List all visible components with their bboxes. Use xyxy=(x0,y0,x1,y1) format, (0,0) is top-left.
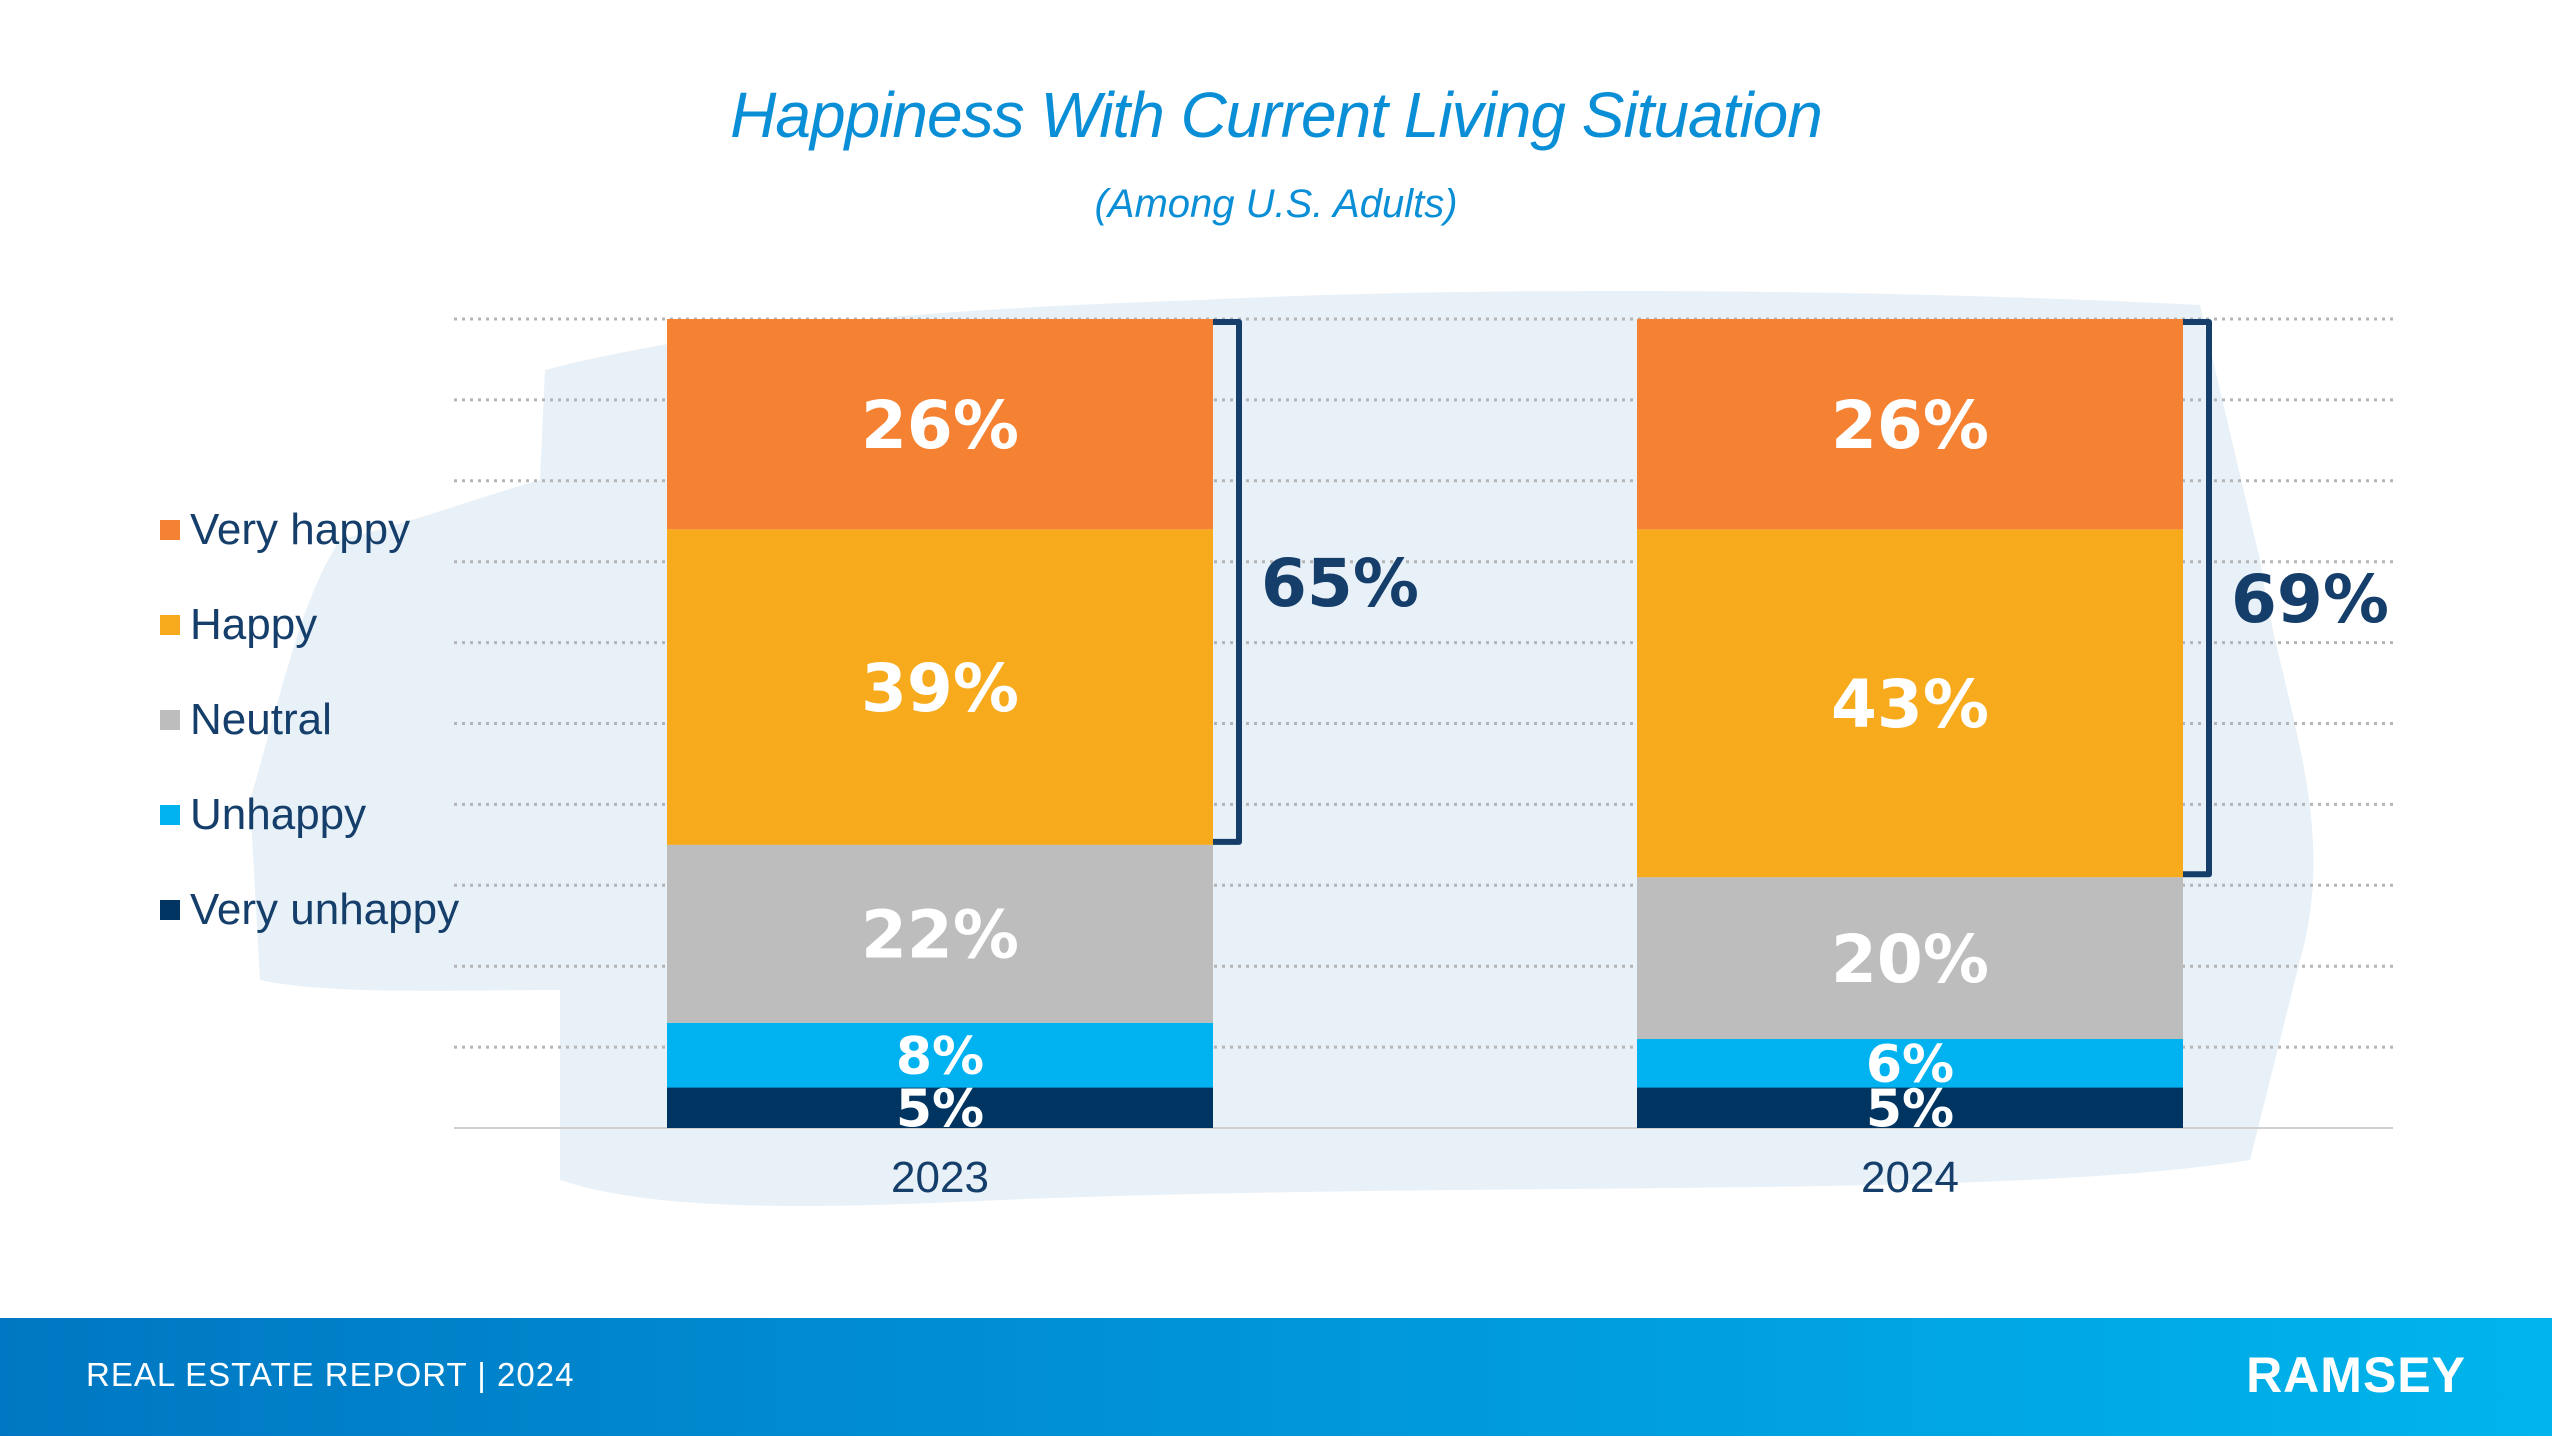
legend-item-unhappy: Unhappy xyxy=(160,785,366,845)
bar-segment-unhappy xyxy=(1637,1039,2183,1088)
bar-segment-very-unhappy xyxy=(667,1087,1213,1128)
bracket-total-label: 69% xyxy=(2231,561,2389,638)
footer-band xyxy=(0,1318,2552,1436)
legend-item-very-unhappy: Very unhappy xyxy=(160,880,459,940)
data-label: 26% xyxy=(861,387,1019,464)
footer-report-label: REAL ESTATE REPORT | 2024 xyxy=(86,1356,575,1393)
data-label: 5% xyxy=(1866,1079,1954,1139)
bracket-total-label: 65% xyxy=(1261,545,1419,622)
bar-segment-very-unhappy xyxy=(1637,1087,2183,1128)
legend-swatch xyxy=(160,520,180,540)
legend-label: Neutral xyxy=(190,695,332,744)
ramsey-logo: RAMSEY xyxy=(2246,1347,2466,1403)
bar-segment-happy xyxy=(667,529,1213,845)
data-label: 20% xyxy=(1831,921,1989,998)
bar-segment-neutral xyxy=(667,844,1213,1023)
legend-label: Very happy xyxy=(190,505,411,554)
bar-segment-very-happy xyxy=(1637,319,2183,530)
legend-item-neutral: Neutral xyxy=(160,690,332,750)
bracket xyxy=(2183,319,2212,878)
bar-segment-very-happy xyxy=(667,319,1213,530)
legend-label: Unhappy xyxy=(190,790,367,839)
bar-segment-unhappy xyxy=(667,1022,1213,1088)
data-label: 8% xyxy=(896,1027,984,1087)
bar-segment-neutral xyxy=(1637,877,2183,1040)
legend-swatch xyxy=(160,805,180,825)
data-label: 5% xyxy=(896,1079,984,1139)
data-label: 6% xyxy=(1866,1035,1954,1095)
bracket xyxy=(1213,319,1242,845)
x-tick-label: 2023 xyxy=(891,1153,989,1202)
legend-item-very-happy: Very happy xyxy=(160,500,410,560)
legend-item-happy: Happy xyxy=(160,595,317,655)
data-label: 26% xyxy=(1831,387,1989,464)
data-label: 43% xyxy=(1831,666,1989,743)
legend-swatch xyxy=(160,615,180,635)
legend-swatch xyxy=(160,710,180,730)
chart-subtitle: (Among U.S. Adults) xyxy=(1094,182,1458,226)
legend-label: Very unhappy xyxy=(190,885,460,934)
legend-swatch xyxy=(160,900,180,920)
data-label: 39% xyxy=(861,650,1019,727)
bar-segment-happy xyxy=(1637,529,2183,878)
data-label: 22% xyxy=(861,897,1019,974)
legend-label: Happy xyxy=(190,600,318,649)
chart-title: Happiness With Current Living Situation xyxy=(730,79,1823,151)
x-tick-label: 2024 xyxy=(1861,1153,1959,1202)
